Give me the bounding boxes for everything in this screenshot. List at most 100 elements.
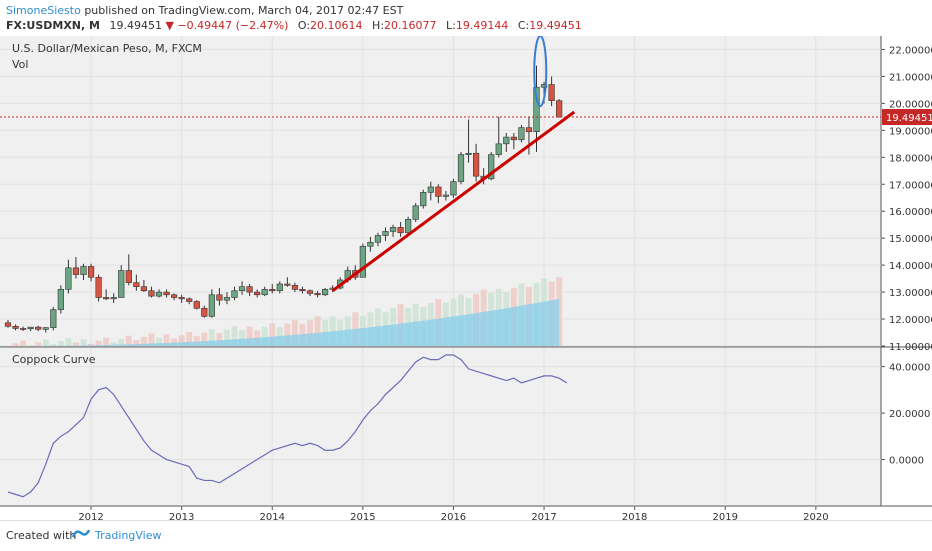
volume-bar <box>284 323 291 346</box>
candle <box>155 289 163 298</box>
time-tick-label: 2017 <box>531 512 556 520</box>
open-value: 20.10614 <box>310 19 363 32</box>
candle-body <box>556 100 563 118</box>
candle-body <box>246 286 253 293</box>
volume-bar <box>193 335 200 346</box>
volume-bar <box>201 332 208 346</box>
high-value: 20.16077 <box>384 19 437 32</box>
candle-body <box>533 86 540 132</box>
candle <box>118 265 125 298</box>
candle-body <box>110 297 117 300</box>
low-label: L: <box>446 19 456 32</box>
candle-body <box>155 291 163 297</box>
candle-body <box>510 136 517 141</box>
volume-bar <box>42 339 49 346</box>
candle <box>427 181 434 201</box>
candle <box>208 289 215 318</box>
volume-bar <box>246 326 253 346</box>
created-with-text: Created with <box>6 529 77 542</box>
main-pane-title: U.S. Dollar/Mexican Peso, M, FXCM <box>12 42 202 55</box>
candle <box>72 257 80 279</box>
candle-body <box>261 289 268 296</box>
candle <box>472 143 480 182</box>
volume-bar <box>163 334 170 346</box>
candle-body <box>186 298 193 302</box>
candle <box>186 297 193 305</box>
highlight-ellipse[interactable] <box>533 36 548 108</box>
footer: Created with TradingView <box>0 520 932 551</box>
candle <box>231 286 238 301</box>
volume-bar <box>118 338 125 346</box>
candle-body <box>367 241 374 247</box>
author-link[interactable]: SimoneSiesto <box>6 4 81 17</box>
volume-bar <box>307 320 313 346</box>
volume-bar <box>171 338 178 346</box>
time-tick-label: 2012 <box>78 512 103 520</box>
candle <box>525 116 533 155</box>
candle-body <box>472 152 480 177</box>
candle-body <box>442 194 450 197</box>
volume-bar <box>88 343 95 346</box>
candle-body <box>525 127 533 132</box>
candle <box>65 259 72 294</box>
candle <box>518 124 525 143</box>
low-value: 19.49144 <box>455 19 509 32</box>
candle <box>254 289 261 298</box>
volume-bar <box>80 339 87 346</box>
candle-body <box>231 290 238 298</box>
candle <box>284 277 291 287</box>
candle-body <box>208 294 215 317</box>
candle <box>306 289 314 297</box>
candle-body <box>254 291 261 296</box>
candle-body <box>269 289 276 292</box>
volume-bar <box>148 333 155 346</box>
candle <box>412 203 419 222</box>
time-tick-label: 2018 <box>622 512 647 520</box>
candle <box>359 243 366 278</box>
last-price: 19.49451 <box>109 19 162 32</box>
candle <box>276 281 283 294</box>
candle-body <box>65 267 72 290</box>
tradingview-brand-link[interactable]: TradingView <box>95 529 162 542</box>
candle <box>238 281 246 295</box>
coppock-tick-label: 0.0000 <box>889 456 924 467</box>
price-tick-label: 16.00000 <box>889 207 932 218</box>
candle-body <box>193 301 200 309</box>
candle <box>35 325 42 332</box>
candle-body <box>201 307 208 317</box>
volume-bar <box>50 343 57 346</box>
volume-bar <box>216 333 223 346</box>
candle-body <box>103 297 110 300</box>
price-tick-label: 19.00000 <box>889 126 932 137</box>
chart-canvas[interactable]: 19.49451 22.00000 21.00000 20.00000 19.0000… <box>0 36 932 520</box>
trendline[interactable] <box>331 110 576 292</box>
candle-body <box>276 283 283 292</box>
tradingview-logo-icon[interactable] <box>71 527 91 541</box>
candle-body <box>299 289 306 292</box>
volume-bar <box>261 326 268 346</box>
volume-bar <box>57 341 64 346</box>
candle-body <box>95 276 102 298</box>
chart-annotations: 19.49451 <box>0 36 932 292</box>
close-label: C: <box>517 19 530 32</box>
candle <box>19 326 27 331</box>
open-label: O: <box>297 19 311 32</box>
candle-body <box>238 286 246 292</box>
candle <box>533 65 540 152</box>
symbol-label: FX:USDMXN, M <box>6 19 100 32</box>
candle <box>314 290 321 298</box>
candle-body <box>72 267 80 275</box>
candle-body <box>125 270 132 283</box>
volume-bar <box>140 336 147 346</box>
candle <box>556 99 563 118</box>
price-tick-label: 18.00000 <box>889 153 932 164</box>
candle <box>171 293 178 301</box>
candle-body <box>19 328 27 330</box>
candle <box>42 327 49 333</box>
candle-body <box>118 270 125 298</box>
volume-bar <box>133 339 140 346</box>
candle-body <box>133 282 140 287</box>
volume-bar <box>65 338 72 346</box>
candle-body <box>163 291 170 296</box>
candle-body <box>465 152 472 155</box>
